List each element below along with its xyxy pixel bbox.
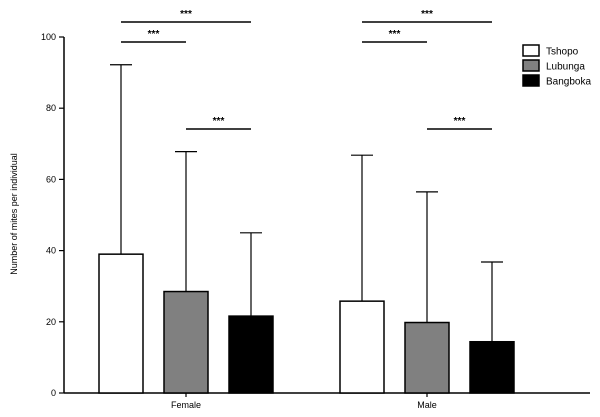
legend-swatch-tshopo [522, 44, 540, 57]
bar-lubunga-female [163, 290, 209, 394]
significance-label: *** [213, 116, 225, 127]
significance-label: *** [454, 116, 466, 127]
y-tick-label: 0 [51, 388, 56, 398]
significance-label: *** [180, 9, 192, 20]
legend-label: Tshopo [546, 47, 579, 58]
bars [98, 64, 515, 394]
y-tick-label: 80 [46, 103, 56, 113]
legend-label: Lubunga [546, 62, 585, 73]
bar-bangboka-female [228, 315, 274, 394]
significance-label: *** [389, 29, 401, 40]
x-tick-label: Male [417, 400, 437, 410]
x-tick-label: Female [171, 400, 201, 410]
significance-brackets: *** *** *** *** *** *** [121, 9, 492, 130]
significance-label: *** [421, 9, 433, 20]
bar-lubunga-male [404, 321, 450, 394]
y-tick-label: 100 [41, 32, 56, 42]
significance-label: *** [148, 29, 160, 40]
legend-swatch-lubunga [522, 59, 540, 72]
y-tick-label: 20 [46, 317, 56, 327]
bar-bangboka-male [469, 340, 515, 394]
legend: Tshopo Lubunga Bangboka [522, 44, 591, 88]
y-tick-label: 60 [46, 174, 56, 184]
y-axis-title: Number of mites per individual [9, 153, 19, 275]
legend-swatch-bangboka [522, 74, 540, 87]
bar-tshopo-male [339, 300, 385, 394]
y-tick-label: 40 [46, 246, 56, 256]
legend-label: Bangboka [546, 77, 591, 88]
bar-tshopo-female [98, 253, 144, 394]
